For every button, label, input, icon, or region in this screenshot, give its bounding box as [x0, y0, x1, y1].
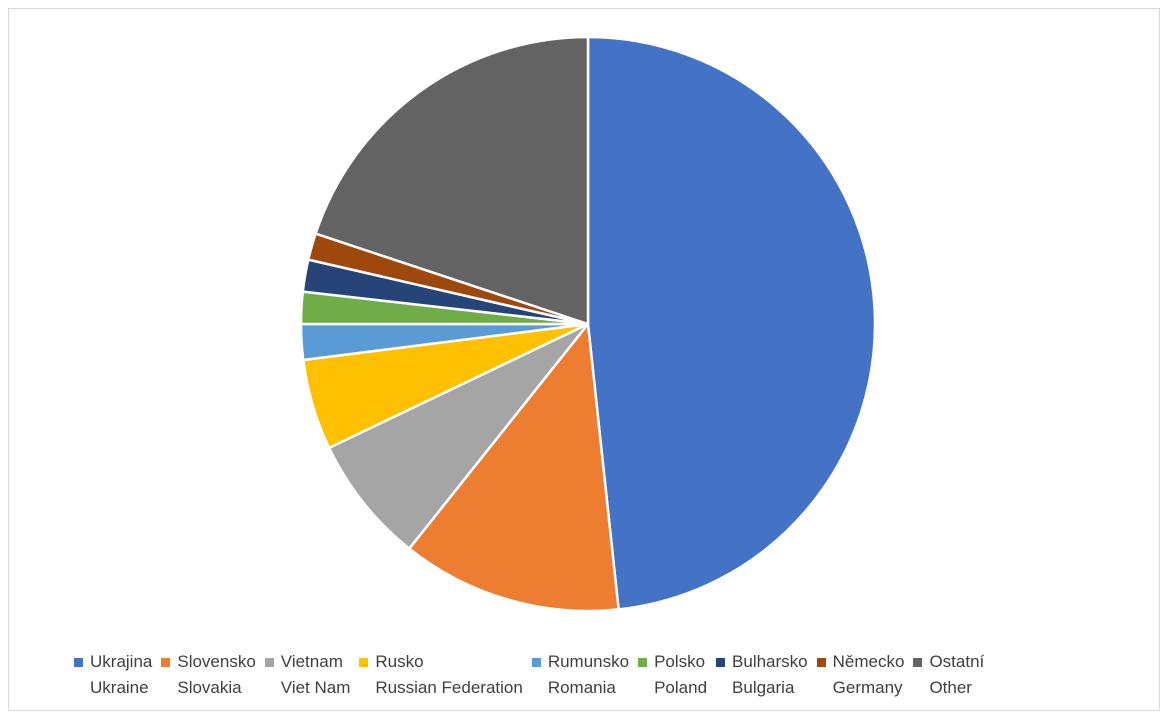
legend: Ukrajina Ukraine Slovensko Slovakia Vietna… [74, 649, 993, 701]
pie-slice-viet-nam [327, 322, 590, 550]
legend-label: Rusko [375, 652, 424, 671]
legend-swatch [264, 658, 274, 667]
legend-label-en: Slovakia [177, 678, 242, 697]
legend-swatch [74, 658, 83, 667]
legend-label-en: Russian Federation [375, 678, 523, 697]
legend-label: Ostatní [929, 652, 985, 671]
legend-swatch [816, 658, 826, 667]
legend-swatch [161, 658, 171, 667]
legend-item-russia: Rusko Russian Federation [359, 649, 523, 701]
legend-label: Bulharsko [732, 652, 808, 671]
legend-label-en: Ukraine [90, 678, 149, 697]
legend-label-en: Poland [654, 678, 708, 697]
legend-item-slovakia: Slovensko Slovakia [161, 649, 256, 701]
pie-slice-other [314, 35, 590, 326]
legend-item-bulgaria: Bulharsko Bulgaria [716, 649, 808, 701]
legend-label: Polsko [654, 652, 706, 671]
legend-label: Ukrajina [90, 652, 153, 671]
legend-label: Rumunsko [547, 652, 630, 671]
legend-label-en: Germany [832, 678, 903, 697]
legend-label-en: Viet Nam [280, 678, 351, 697]
legend-swatch [359, 658, 369, 667]
legend-swatch [531, 658, 541, 667]
legend-item-romania: Rumunsko Romania [531, 649, 630, 701]
legend-item-poland: Polsko Poland [638, 649, 707, 701]
legend-item-ukraine: Ukrajina Ukraine [74, 649, 152, 701]
legend-label-en: Romania [547, 678, 616, 697]
legend-label: Německo [832, 652, 905, 671]
legend-label-en: Other [929, 678, 972, 697]
legend-label: Vietnam [280, 652, 343, 671]
legend-label-en: Bulgaria [732, 678, 795, 697]
legend-item-other: Ostatní Other [913, 649, 984, 701]
legend-item-vietnam: Vietnam Viet Nam [264, 649, 351, 701]
pie-slice-slovakia [408, 322, 620, 613]
legend-item-germany: Německo Germany [816, 649, 905, 701]
pie-slice-ukraine [586, 35, 877, 611]
legend-label: Slovensko [177, 652, 256, 671]
legend-swatch [716, 658, 726, 667]
legend-swatch [638, 658, 648, 667]
legend-swatch [913, 658, 923, 667]
